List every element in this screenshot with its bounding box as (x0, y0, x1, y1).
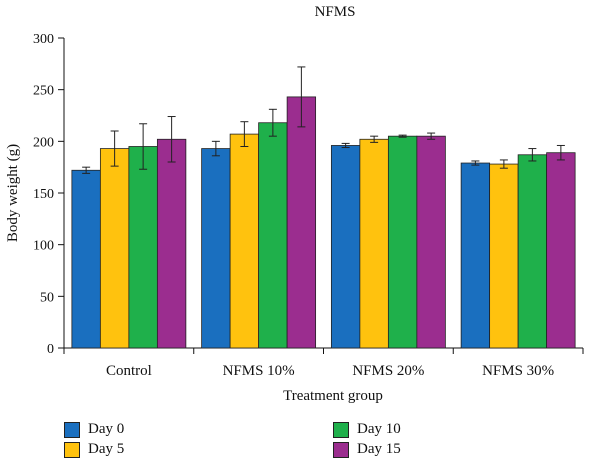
y-tick-label: 150 (33, 187, 54, 202)
bar (330, 145, 361, 349)
y-tick-label: 50 (40, 290, 54, 305)
bar (128, 146, 158, 349)
bars (71, 96, 576, 349)
x-tick-label: NFMS 20% (352, 363, 424, 379)
bar (460, 162, 491, 349)
bar (201, 148, 231, 349)
error-bars (82, 66, 565, 174)
y-axis-label: Body weight (g) (5, 144, 21, 242)
axes: 0 50 100 150 200 250 300 Control NFMS 10% NFMS 20… (33, 32, 584, 379)
bar (359, 138, 389, 349)
bar (387, 135, 418, 349)
y-tick-label: 300 (33, 32, 54, 47)
bar (99, 148, 130, 349)
y-tick-label: 250 (33, 84, 54, 99)
bar (229, 133, 260, 349)
bar (156, 138, 187, 349)
bar (546, 152, 576, 349)
bar (71, 169, 101, 349)
y-tick-label: 100 (33, 239, 54, 254)
x-axis-label: Treatment group (283, 388, 383, 404)
bar (416, 135, 446, 349)
x-tick-label: Control (106, 363, 152, 379)
bar (517, 154, 548, 349)
chart-title: NFMS (315, 4, 356, 20)
x-tick-label: NFMS 30% (482, 363, 554, 379)
bar (489, 163, 519, 349)
bar (286, 96, 317, 349)
y-tick-label: 200 (33, 135, 54, 150)
bar (258, 122, 288, 349)
y-tick-label: 0 (47, 342, 54, 357)
x-tick-label: NFMS 10% (223, 363, 295, 379)
